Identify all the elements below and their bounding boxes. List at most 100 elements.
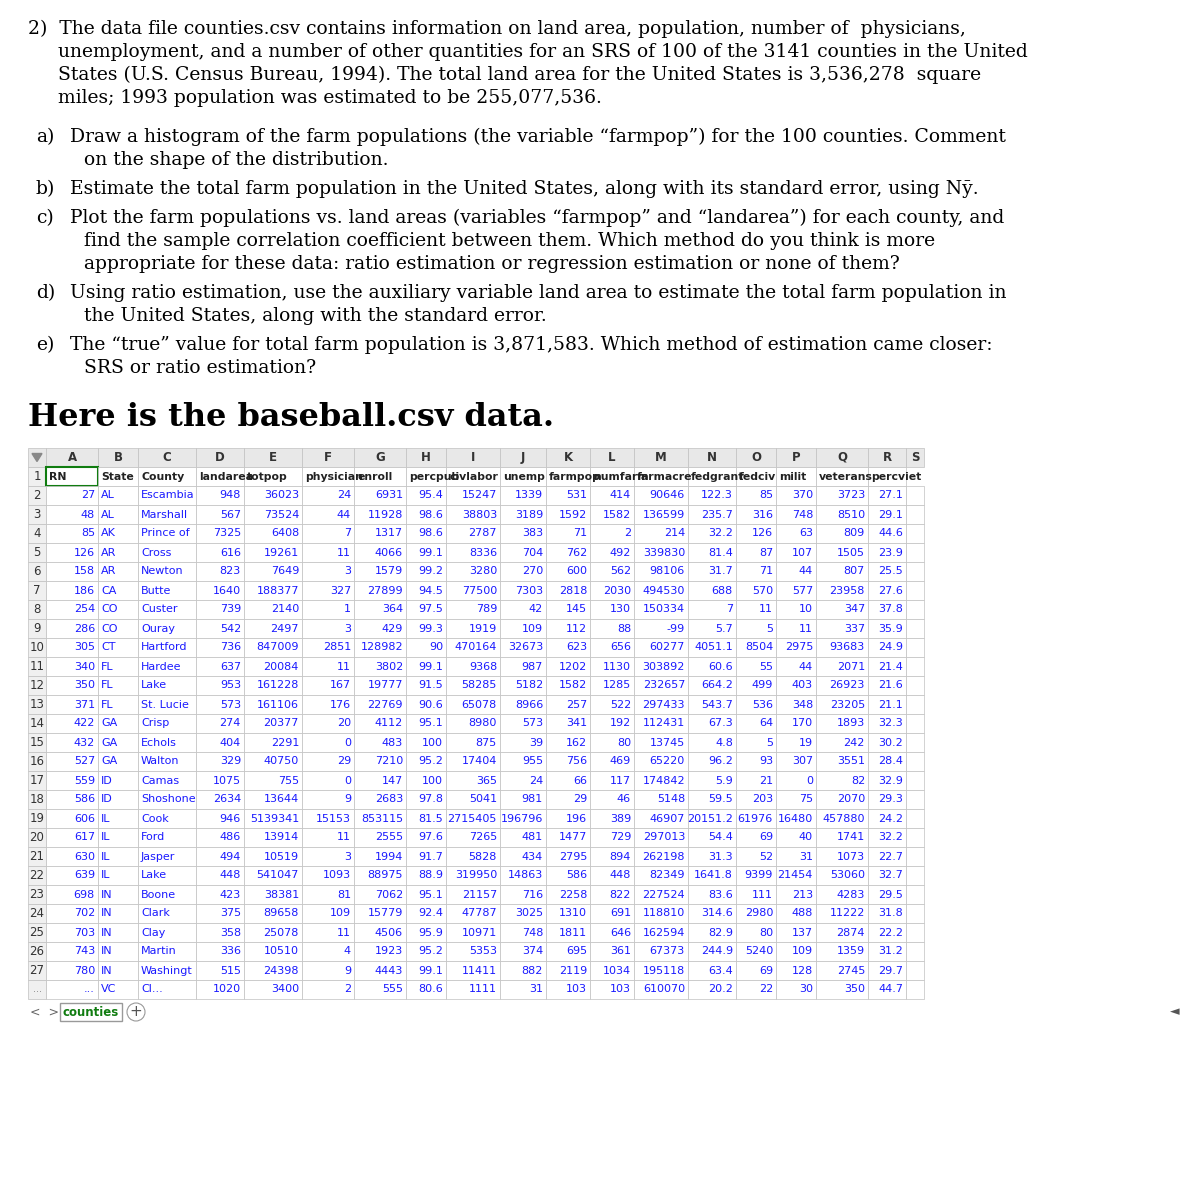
Text: 23.9: 23.9 [878,548,904,557]
Bar [98,790,138,809]
Bar [546,524,590,543]
Text: 75: 75 [799,795,814,804]
Bar [244,562,302,582]
Text: 6: 6 [34,565,41,578]
Bar [28,562,46,582]
Text: 499: 499 [751,680,773,691]
Text: IL: IL [101,870,110,880]
Bar [138,866,196,885]
Bar [688,657,736,675]
Text: 90.6: 90.6 [419,700,443,709]
Bar [688,904,736,923]
Text: State: State [101,472,133,482]
Bar [688,885,736,904]
Text: 2874: 2874 [836,927,865,938]
Text: 414: 414 [610,490,631,501]
Bar [590,771,634,790]
Bar [406,923,446,942]
Text: Marshall: Marshall [142,509,188,519]
Bar [406,657,446,675]
Text: b): b) [36,181,55,197]
Bar [446,638,500,657]
Text: 24398: 24398 [264,966,299,975]
Bar [446,885,500,904]
Text: 577: 577 [792,585,814,596]
Text: 145: 145 [566,604,587,614]
Bar [906,524,924,543]
Bar [196,980,244,999]
Bar [688,582,736,600]
Bar [446,846,500,866]
Bar [776,752,816,771]
Bar [590,809,634,828]
Text: 314.6: 314.6 [701,909,733,919]
Text: Clay: Clay [142,927,166,938]
Text: 7649: 7649 [271,567,299,577]
Bar [446,467,500,486]
Bar [590,638,634,657]
Bar [98,885,138,904]
Text: veterans: veterans [818,472,872,482]
Bar [816,504,868,524]
Bar [500,675,546,695]
Bar [406,733,446,752]
Bar [546,828,590,846]
Bar [46,733,98,752]
Bar [500,714,546,733]
Bar [28,675,46,695]
Bar [138,828,196,846]
Bar [776,980,816,999]
Text: 126: 126 [752,529,773,538]
Bar [138,846,196,866]
Text: 122.3: 122.3 [701,490,733,501]
Text: 307: 307 [792,756,814,767]
Bar [244,657,302,675]
Bar [906,866,924,885]
Text: 91.5: 91.5 [419,680,443,691]
Bar [736,448,776,467]
Text: 66: 66 [574,775,587,785]
Bar [302,714,354,733]
Bar [138,790,196,809]
Bar [138,504,196,524]
Bar [98,980,138,999]
Text: 99.1: 99.1 [418,661,443,672]
Bar [28,524,46,543]
Text: GA: GA [101,719,118,728]
Bar [776,524,816,543]
Bar [776,942,816,961]
Bar [196,923,244,942]
Text: 5828: 5828 [469,851,497,862]
Bar [736,486,776,504]
Bar [28,771,46,790]
Bar [354,885,406,904]
Text: 2071: 2071 [836,661,865,672]
Text: 1579: 1579 [374,567,403,577]
Bar [776,582,816,600]
Text: 176: 176 [330,700,352,709]
Text: 24: 24 [529,775,542,785]
Text: 196: 196 [566,814,587,824]
Text: 95.1: 95.1 [419,719,443,728]
Text: ◄: ◄ [1170,1005,1180,1019]
Bar [590,961,634,980]
Bar [634,904,688,923]
Bar [736,504,776,524]
Bar [868,733,906,752]
Text: 22.7: 22.7 [878,851,904,862]
Bar [546,695,590,714]
Bar [776,961,816,980]
Text: fedciv: fedciv [739,472,776,482]
Text: 646: 646 [610,927,631,938]
Bar [406,771,446,790]
Text: 9: 9 [344,966,352,975]
Bar [244,582,302,600]
Text: 2975: 2975 [785,643,814,653]
Bar [354,619,406,638]
Bar [302,582,354,600]
Text: 698: 698 [73,890,95,899]
Text: 117: 117 [610,775,631,785]
Text: 147: 147 [382,775,403,785]
Text: 61976: 61976 [738,814,773,824]
Text: 26: 26 [30,945,44,958]
